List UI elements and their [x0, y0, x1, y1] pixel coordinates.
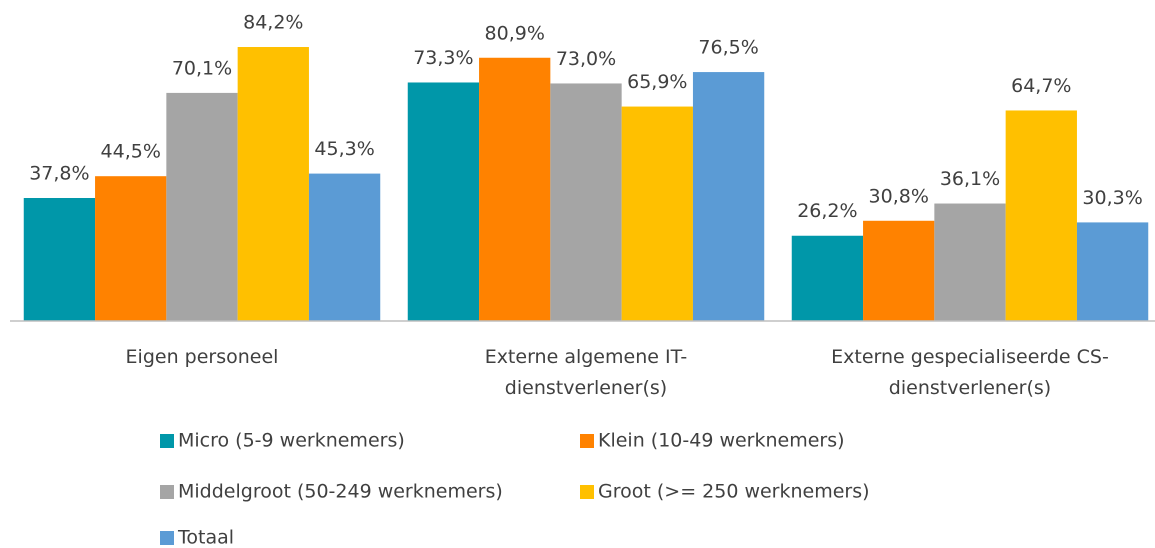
legend-swatch [160, 434, 174, 448]
bar [95, 176, 167, 321]
data-label: 44,5% [101, 141, 161, 163]
bar [479, 57, 551, 321]
bar [621, 106, 693, 321]
data-label: 37,8% [29, 162, 89, 184]
bar [863, 220, 935, 321]
bar [1076, 222, 1149, 321]
x-tick-label: Eigen personeel [125, 346, 279, 368]
data-label: 64,7% [1011, 75, 1071, 97]
legend-swatch [160, 485, 174, 499]
bar [166, 92, 238, 322]
x-tick-label: Externe algemene IT-dienstverlener(s) [484, 346, 688, 399]
legend-swatch [580, 434, 594, 448]
data-label: 84,2% [243, 12, 303, 34]
bar [23, 197, 96, 321]
data-label: 45,3% [314, 138, 374, 160]
data-label: 36,1% [940, 168, 1000, 190]
legend-label: Micro (5-9 werknemers) [178, 430, 405, 452]
bar [308, 173, 381, 321]
data-label: 30,3% [1082, 187, 1142, 209]
data-label: 73,0% [556, 48, 616, 70]
data-label: 30,8% [869, 185, 929, 207]
bar [934, 203, 1006, 321]
bar [237, 47, 309, 322]
data-label: 70,1% [172, 57, 232, 79]
bar [407, 82, 480, 321]
legend-swatch [160, 531, 174, 545]
bar [550, 83, 622, 321]
bar [1005, 110, 1077, 321]
legend-label: Totaal [177, 527, 234, 548]
legend-label: Middelgroot (50-249 werknemers) [178, 481, 503, 503]
data-label: 76,5% [698, 37, 758, 59]
data-label: 80,9% [485, 22, 545, 44]
data-label: 26,2% [797, 200, 857, 222]
data-label: 65,9% [627, 71, 687, 93]
data-label: 73,3% [413, 47, 473, 69]
legend-label: Klein (10-49 werknemers) [598, 430, 845, 452]
x-tick-label: Externe gespecialiseerde CS-dienstverlen… [831, 346, 1109, 399]
bar [791, 235, 864, 321]
legend-swatch [580, 485, 594, 499]
legend-label: Groot (>= 250 werknemers) [598, 481, 870, 503]
bar [692, 72, 765, 321]
